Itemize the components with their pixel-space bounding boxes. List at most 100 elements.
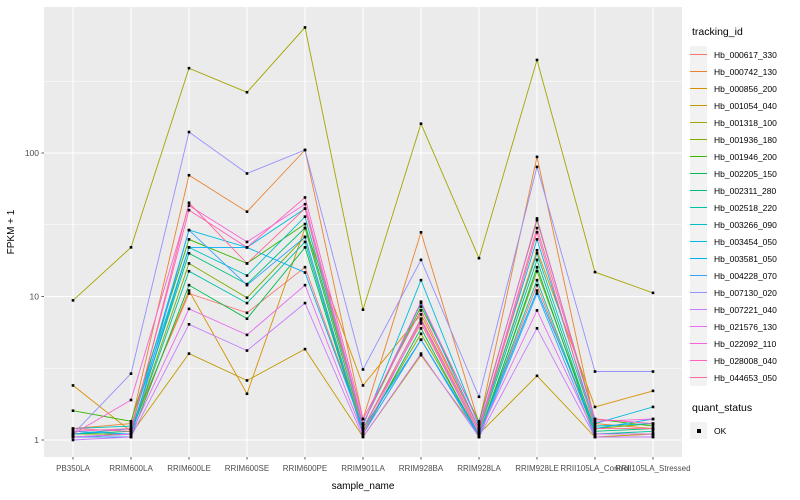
data-point — [71, 427, 75, 430]
data-point — [535, 292, 539, 295]
data-point — [245, 301, 249, 305]
data-point — [303, 226, 307, 230]
legend-item-Hb_001318_100: Hb_001318_100 — [690, 114, 798, 131]
data-point — [303, 215, 307, 218]
legend-item-label: Hb_007130_020 — [714, 287, 777, 298]
data-point — [535, 309, 539, 312]
data-point — [129, 246, 133, 249]
data-point — [651, 424, 655, 428]
legend-color-line — [690, 309, 707, 310]
data-point — [477, 256, 481, 260]
data-point — [187, 292, 191, 295]
legend-item-Hb_044653_050: Hb_044653_050 — [690, 369, 798, 386]
legend-key-swatch — [690, 284, 707, 301]
data-point — [361, 422, 365, 425]
data-point — [71, 438, 75, 442]
data-point — [129, 372, 133, 375]
data-point — [303, 235, 307, 239]
axis-text: 1 — [34, 435, 39, 445]
legend-key-swatch — [690, 114, 707, 131]
legend-key-swatch — [690, 182, 707, 199]
legend-color-line — [690, 71, 707, 72]
data-point — [593, 370, 597, 373]
data-point — [419, 322, 423, 325]
data-point — [419, 313, 423, 316]
data-point — [651, 435, 655, 439]
data-point — [419, 258, 423, 262]
data-point — [477, 422, 481, 425]
data-point — [303, 301, 307, 305]
axis-text: RRIM600LE — [167, 464, 211, 473]
data-point — [419, 338, 423, 341]
data-point — [419, 300, 423, 303]
data-point — [187, 307, 191, 311]
quant-status-item-OK: OK — [690, 422, 798, 439]
data-point — [303, 271, 307, 274]
legend-item-label: Hb_001318_100 — [714, 117, 777, 128]
data-point — [535, 258, 539, 262]
legend-key-swatch — [690, 131, 707, 148]
data-point — [187, 262, 191, 265]
data-point — [535, 226, 539, 230]
data-point — [303, 26, 307, 29]
data-point — [187, 246, 191, 249]
data-point — [361, 435, 365, 439]
quant-status-entries: OK — [690, 422, 798, 439]
legend-key-swatch — [690, 267, 707, 284]
legend-key-swatch — [690, 301, 707, 318]
data-point — [245, 90, 249, 94]
data-point — [593, 424, 597, 428]
legend-color-line — [690, 343, 707, 344]
data-point — [129, 427, 133, 430]
data-point — [593, 417, 597, 421]
data-point — [245, 172, 249, 175]
data-point — [71, 409, 75, 413]
data-point — [419, 317, 423, 321]
data-point — [419, 327, 423, 330]
legend-title-tracking-id: tracking_id — [692, 26, 743, 38]
data-point — [651, 389, 655, 393]
data-point — [187, 173, 191, 177]
data-point — [535, 165, 539, 169]
legend-key-swatch — [690, 80, 707, 97]
legend-item-Hb_021576_130: Hb_021576_130 — [690, 318, 798, 335]
data-point — [303, 347, 307, 351]
data-point — [187, 269, 191, 273]
data-point — [419, 332, 423, 336]
data-point — [245, 311, 249, 315]
legend-color-line — [690, 241, 707, 242]
chart-legend: tracking_id Hb_000617_330 Hb_000742_130 Hb… — [690, 26, 798, 439]
data-point — [593, 270, 597, 274]
data-point — [71, 299, 75, 302]
data-point — [593, 432, 597, 436]
axis-text: RRIM600PE — [283, 464, 327, 473]
data-point — [535, 252, 539, 255]
data-point — [187, 208, 191, 212]
data-point — [477, 424, 481, 428]
axis-text: 10 — [30, 292, 40, 302]
data-point — [419, 309, 423, 312]
legend-section-quant-status: quant_status OK — [690, 402, 798, 439]
legend-item-label: Hb_044653_050 — [714, 372, 777, 383]
legend-color-line — [690, 139, 707, 140]
legend-title-quant-status: quant_status — [692, 402, 753, 414]
data-point — [129, 398, 133, 402]
quant-status-label: OK — [714, 425, 727, 436]
data-point — [71, 384, 75, 387]
legend-key-swatch — [690, 216, 707, 233]
data-point — [303, 207, 307, 210]
legend-color-line — [690, 122, 707, 123]
data-point — [651, 370, 655, 373]
axis-text: RRIM901LA — [341, 464, 385, 473]
legend-item-Hb_003266_090: Hb_003266_090 — [690, 216, 798, 233]
data-point — [187, 130, 191, 134]
data-point — [71, 435, 75, 439]
data-point — [477, 427, 481, 430]
data-point — [535, 248, 539, 252]
legend-color-line — [690, 173, 707, 174]
data-point — [361, 432, 365, 436]
data-point — [593, 429, 597, 433]
legend-item-label: Hb_028008_040 — [714, 355, 777, 366]
data-point — [419, 352, 423, 355]
legend-item-label: Hb_002518_220 — [714, 202, 777, 213]
